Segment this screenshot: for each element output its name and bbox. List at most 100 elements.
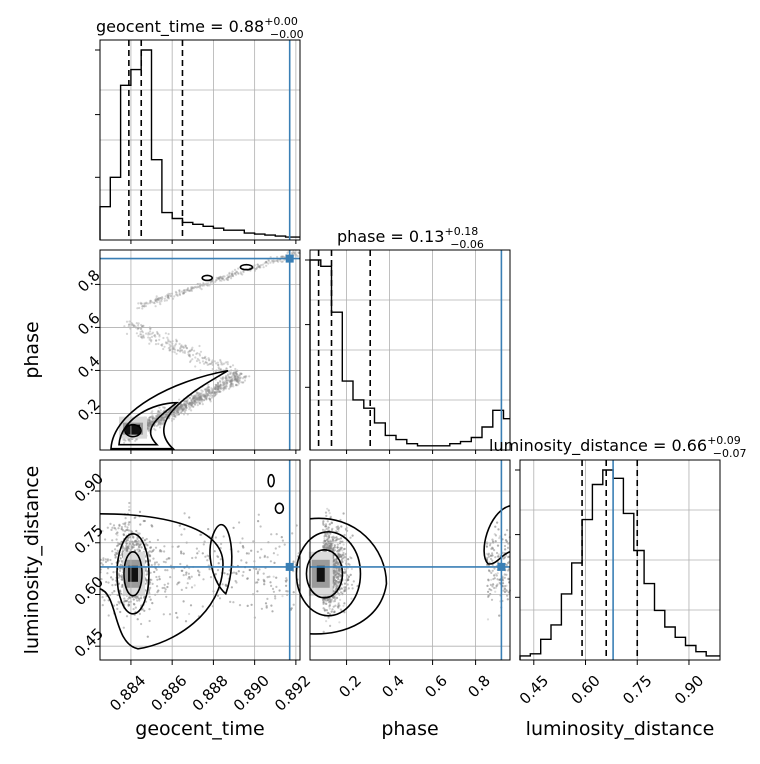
- sample-point: [162, 406, 165, 409]
- sample-point: [122, 533, 125, 536]
- sample-point: [120, 527, 123, 531]
- sample-point: [190, 289, 193, 292]
- sample-point: [164, 341, 168, 344]
- sample-point: [231, 373, 234, 376]
- sample-point: [169, 408, 172, 411]
- sample-point: [144, 305, 147, 308]
- sample-point: [223, 382, 226, 385]
- sample-point: [227, 376, 230, 379]
- sample-point: [224, 584, 227, 587]
- sample-point: [116, 603, 119, 606]
- sample-point: [195, 395, 198, 398]
- sample-point: [120, 554, 123, 557]
- sample-point: [185, 404, 188, 407]
- sample-point: [158, 426, 162, 429]
- sample-point: [267, 259, 270, 262]
- sample-point: [192, 397, 195, 400]
- sample-point: [109, 522, 112, 526]
- sample-point: [196, 357, 199, 361]
- sample-point: [184, 399, 188, 403]
- sample-point: [157, 410, 160, 413]
- sample-point: [223, 385, 227, 388]
- sample-point: [179, 408, 182, 411]
- sample-point: [160, 419, 163, 422]
- sample-point: [149, 598, 152, 601]
- sample-point: [149, 571, 152, 574]
- sample-point: [274, 547, 277, 550]
- sample-point: [274, 595, 277, 598]
- sample-point: [252, 540, 255, 543]
- sample-point: [177, 581, 180, 585]
- sample-point: [175, 338, 178, 341]
- sample-point: [173, 344, 177, 347]
- sample-point: [182, 345, 185, 348]
- sample-point: [135, 542, 138, 546]
- sample-point: [149, 327, 152, 330]
- sample-point: [177, 405, 180, 408]
- sample-point: [232, 377, 235, 380]
- sample-point: [278, 589, 281, 592]
- sample-point: [151, 420, 154, 423]
- sample-point: [215, 385, 218, 388]
- sample-point: [183, 407, 186, 410]
- sample-point: [189, 355, 192, 358]
- sample-point: [237, 377, 240, 380]
- sample-point: [272, 260, 275, 263]
- sample-point: [263, 555, 266, 559]
- sample-point: [189, 406, 192, 409]
- sample-point: [178, 342, 181, 345]
- sample-point: [179, 346, 182, 349]
- sample-point: [124, 439, 127, 442]
- sample-point: [214, 383, 217, 386]
- sample-point: [106, 558, 109, 561]
- sample-point: [120, 578, 123, 581]
- sample-point: [220, 363, 223, 366]
- sample-point: [190, 399, 193, 402]
- sample-point: [193, 398, 196, 401]
- sample-point: [194, 556, 197, 559]
- sample-point: [222, 275, 225, 278]
- sample-point: [181, 404, 184, 407]
- sample-point: [147, 421, 150, 424]
- sample-point: [256, 550, 259, 553]
- sample-point: [198, 352, 201, 355]
- sample-point: [198, 395, 201, 399]
- sample-point: [235, 273, 238, 276]
- sample-point: [163, 586, 166, 590]
- sample-point: [179, 411, 183, 414]
- sample-point: [272, 575, 275, 578]
- sample-point: [149, 423, 153, 426]
- sample-point: [177, 406, 180, 409]
- sample-point: [197, 285, 200, 288]
- sample-point: [184, 620, 188, 623]
- sample-point: [192, 405, 195, 408]
- sample-point: [188, 405, 191, 408]
- sample-point: [204, 394, 207, 397]
- sample-point: [150, 423, 153, 426]
- sample-point: [181, 569, 184, 572]
- sample-point: [151, 301, 154, 304]
- sample-point: [208, 388, 211, 391]
- sample-point: [145, 573, 148, 576]
- sample-point: [136, 548, 139, 551]
- sample-point: [184, 404, 187, 407]
- sample-point: [160, 300, 163, 303]
- sample-point: [158, 297, 161, 300]
- sample-point: [204, 388, 207, 391]
- sample-point: [192, 396, 195, 399]
- sample-point: [228, 380, 231, 383]
- sample-point: [176, 408, 179, 411]
- sample-point: [143, 303, 146, 306]
- sample-point: [285, 577, 288, 580]
- sample-point: [106, 559, 109, 562]
- sample-point: [496, 572, 499, 575]
- sample-point: [150, 335, 154, 338]
- sample-point: [219, 558, 222, 561]
- sample-point: [280, 255, 283, 258]
- sample-point: [285, 590, 288, 593]
- sample-point: [215, 383, 218, 387]
- sample-point: [176, 293, 179, 296]
- sample-point: [219, 277, 222, 280]
- sample-point: [230, 586, 233, 589]
- sample-point: [201, 393, 204, 396]
